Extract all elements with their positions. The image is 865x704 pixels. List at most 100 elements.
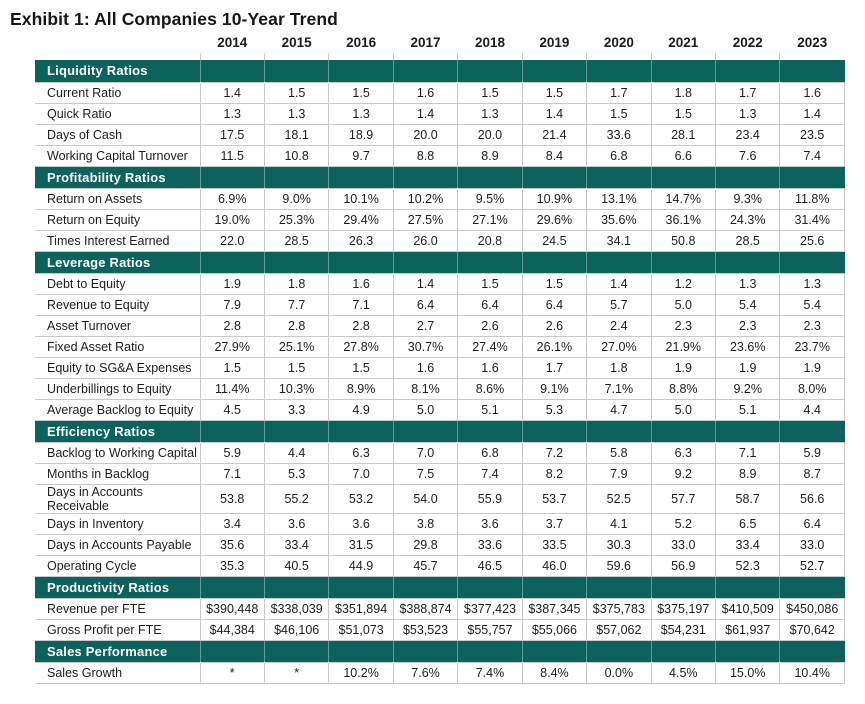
cell-value: 4.5: [199, 398, 265, 421]
cell-value: 5.3: [521, 398, 587, 421]
cell-value: 7.0: [392, 441, 458, 464]
section-cell: [199, 251, 265, 273]
cell-value: 5.3: [263, 462, 329, 485]
section-cell: [263, 576, 329, 598]
cell-value: 0.0%: [586, 661, 652, 684]
cell-value: 29.6%: [521, 208, 587, 231]
exhibit-page: Exhibit 1: All Companies 10-Year Trend 2…: [0, 9, 865, 704]
cell-value: 1.6: [328, 272, 394, 295]
cell-value: 1.7: [586, 81, 652, 104]
section-cell: [779, 60, 845, 82]
cell-value: $61,937: [714, 618, 780, 641]
cell-value: 2.8: [263, 314, 329, 337]
cell-value: 8.9: [457, 144, 523, 167]
table-row: Days of Cash 17.5 18.1 18.9 20.0 20.0 21.4 33.6…: [35, 123, 845, 146]
section-cell: [650, 251, 716, 273]
cell-value: 1.5: [328, 81, 394, 104]
cell-value: 3.4: [199, 512, 265, 535]
cell-value: 18.1: [263, 123, 329, 146]
cell-value: 9.1%: [521, 377, 587, 400]
cell-value: 1.5: [263, 356, 329, 379]
cell-value: 2.8: [199, 314, 265, 337]
row-label: Days in Accounts Receivable: [35, 483, 200, 514]
cell-value: 27.8%: [328, 335, 394, 358]
cell-value: 33.4: [263, 533, 329, 556]
section-cell: [714, 251, 780, 273]
cell-value: $57,062: [586, 618, 652, 641]
cell-value: 54.0: [392, 483, 458, 514]
row-label: Debt to Equity: [35, 272, 200, 295]
cell-value: $70,642: [779, 618, 845, 641]
row-label: Days of Cash: [35, 123, 200, 146]
cell-value: 3.6: [328, 512, 394, 535]
cell-value: 1.4: [779, 102, 845, 125]
cell-value: 1.5: [263, 81, 329, 104]
cell-value: 5.7: [586, 293, 652, 316]
section-cell: [779, 251, 845, 273]
cell-value: $390,448: [199, 597, 265, 620]
table-row: Debt to Equity 1.9 1.8 1.6 1.4 1.5 1.5 1.4 1.2 1.…: [35, 272, 845, 295]
cell-value: 4.7: [586, 398, 652, 421]
tick-cell: [263, 53, 329, 60]
table-row: Quick Ratio 1.3 1.3 1.3 1.4 1.3 1.4 1.5 1.5 1.3 1.…: [35, 102, 845, 125]
cell-value: $375,783: [586, 597, 652, 620]
cell-value: 31.4%: [779, 208, 845, 231]
cell-value: 1.5: [586, 102, 652, 125]
section-header-row: Profitability Ratios: [35, 166, 845, 188]
section-cell: [392, 420, 458, 442]
year-header: 2015: [281, 35, 312, 50]
tick-cell: [586, 53, 652, 60]
section-cell: [263, 420, 329, 442]
section-cell: [586, 420, 652, 442]
cell-value: 33.6: [586, 123, 652, 146]
row-label: Days in Inventory: [35, 512, 200, 535]
cell-value: 5.0: [650, 293, 716, 316]
cell-value: 7.1: [199, 462, 265, 485]
cell-value: $410,509: [714, 597, 780, 620]
section-header-row: Efficiency Ratios: [35, 420, 845, 442]
cell-value: 1.9: [779, 356, 845, 379]
row-label: Days in Accounts Payable: [35, 533, 200, 556]
cell-value: 1.3: [714, 272, 780, 295]
section-cell: [392, 640, 458, 662]
cell-value: 10.9%: [521, 187, 587, 210]
section-cell: [199, 576, 265, 598]
row-label: Gross Profit per FTE: [35, 618, 200, 641]
cell-value: 7.7: [263, 293, 329, 316]
cell-value: 5.2: [650, 512, 716, 535]
cell-value: 5.0: [650, 398, 716, 421]
row-label: Equity to SG&A Expenses: [35, 356, 200, 379]
table-row: Revenue per FTE $390,448 $338,039 $351,894 $…: [35, 597, 845, 620]
tick-cell: [392, 53, 458, 60]
year-header: 2021: [668, 35, 699, 50]
section-cell: [457, 576, 523, 598]
cell-value: 35.6%: [586, 208, 652, 231]
cell-value: 7.1: [328, 293, 394, 316]
cell-value: 56.6: [779, 483, 845, 514]
section-cell: [650, 60, 716, 82]
section-title: Leverage Ratios: [35, 251, 200, 273]
cell-value: 7.6: [714, 144, 780, 167]
section-header-row: Productivity Ratios: [35, 576, 845, 598]
section-cell: [521, 60, 587, 82]
cell-value: 56.9: [650, 554, 716, 577]
section-cell: [586, 166, 652, 188]
year-header: 2017: [410, 35, 441, 50]
table-row: Times Interest Earned 22.0 28.5 26.3 26.0 20.…: [35, 229, 845, 252]
cell-value: 23.6%: [714, 335, 780, 358]
cell-value: 28.1: [650, 123, 716, 146]
cell-value: 15.0%: [714, 661, 780, 684]
cell-value: 5.9: [779, 441, 845, 464]
cell-value: $375,197: [650, 597, 716, 620]
cell-value: $55,757: [457, 618, 523, 641]
cell-value: 28.5: [263, 229, 329, 252]
cell-value: 23.4: [714, 123, 780, 146]
row-label: Working Capital Turnover: [35, 144, 200, 167]
cell-value: 1.4: [392, 102, 458, 125]
section-cell: [714, 166, 780, 188]
section-cell: [199, 166, 265, 188]
cell-value: 11.4%: [199, 377, 265, 400]
cell-value: 24.3%: [714, 208, 780, 231]
cell-value: 1.2: [650, 272, 716, 295]
cell-value: 23.7%: [779, 335, 845, 358]
